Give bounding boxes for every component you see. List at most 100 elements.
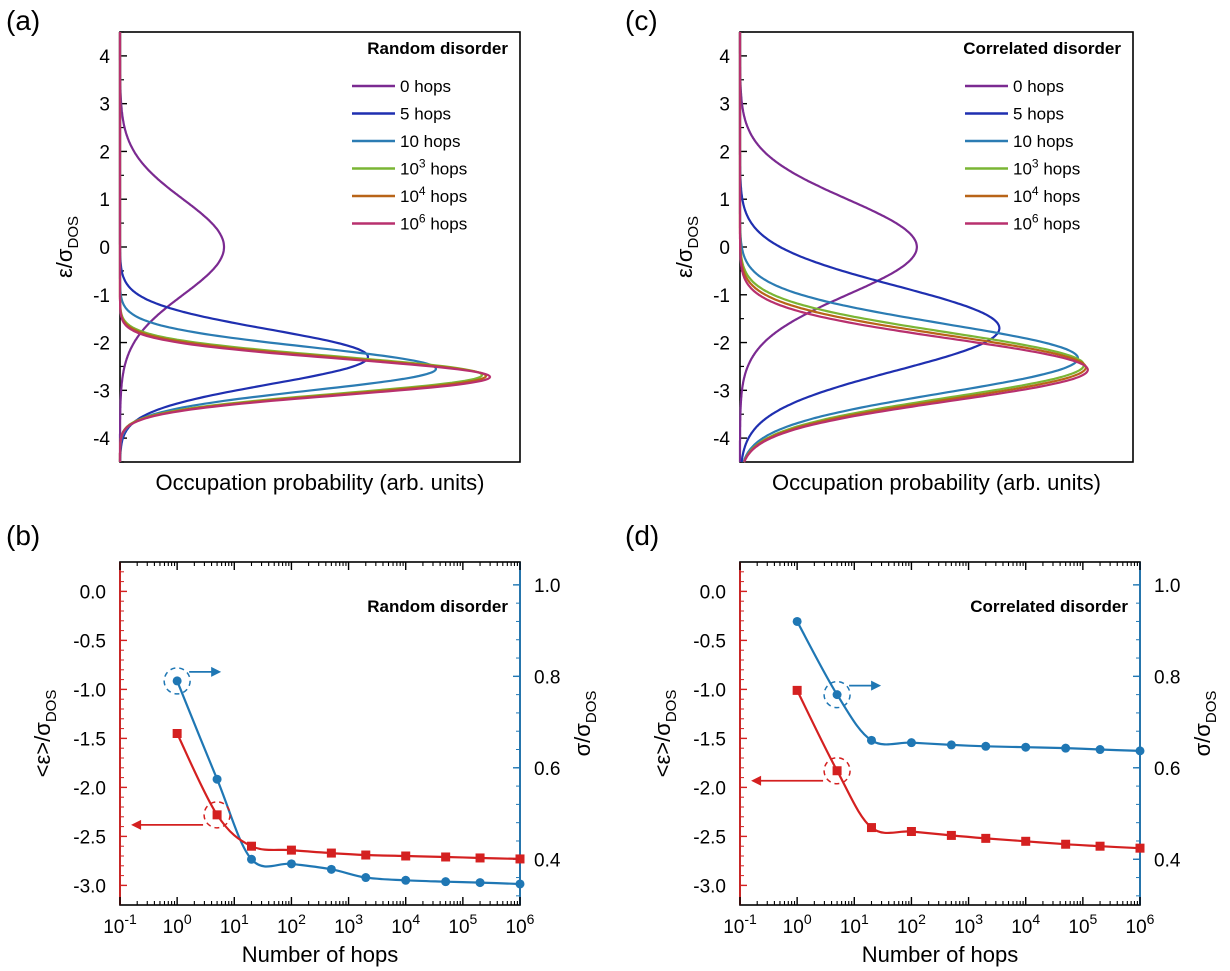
sigma-point — [441, 877, 451, 887]
series-line-0hops — [738, 32, 919, 462]
y-tick-label: -3 — [713, 381, 730, 402]
panel-annotation: Correlated disorder — [970, 597, 1128, 616]
mean-axis-indicator-circle — [203, 801, 231, 829]
panel-letter-a: (a) — [6, 5, 40, 36]
x-axis-title: Occupation probability (arb. units) — [156, 470, 485, 495]
right-tick-label: 0.8 — [534, 667, 560, 688]
mean-energy-point — [1021, 836, 1031, 846]
sigma-axis-indicator-circle — [823, 680, 851, 709]
right-tick-label: 0.4 — [534, 850, 561, 871]
x-tick-label: 104 — [1011, 911, 1040, 938]
sigma-point — [946, 740, 956, 750]
right-axis-title: σ/σDOS — [1190, 691, 1220, 757]
y-tick-label: 3 — [719, 95, 730, 116]
sigma-point — [1021, 742, 1031, 752]
y-tick-label: -2 — [713, 334, 730, 355]
panel-letter-c: (c) — [625, 5, 658, 36]
plot-area-c: 4 3 2 1 0 -1 -2 -3 -4 ε/σDOS Occupation probabilit… — [672, 31, 1121, 495]
sigma-point — [172, 676, 182, 686]
sigma-point — [1061, 743, 1071, 753]
panel-a: (a) 4 3 2 1 0 -1 -2 -3 -4 ε/σDOS Occupation probab… — [6, 5, 521, 495]
sigma-axis-arrowhead — [871, 680, 882, 691]
legend-label: 106 hops — [400, 212, 467, 234]
x-tick-label: 10-1 — [103, 911, 137, 938]
left-axis-title: <ε>/σDOS — [650, 690, 680, 778]
x-axis-title: Occupation probability (arb. units) — [772, 470, 1101, 495]
x-tick-label: 10-1 — [723, 911, 757, 938]
panel-c: (c) 4 3 2 1 0 -1 -2 -3 -4 ε/σDOS Occupation probab… — [625, 5, 1134, 495]
right-tick-label: 1.0 — [534, 576, 560, 597]
legend-label: 103 hops — [1013, 157, 1080, 179]
panel-annotation: Random disorder — [367, 597, 508, 616]
left-tick-label: -1.0 — [693, 680, 726, 701]
y-tick-label: 0 — [719, 238, 730, 259]
x-tick-label: 104 — [391, 911, 420, 938]
sigma-point — [246, 854, 256, 864]
series-line-106hops — [738, 32, 1089, 463]
legend-title: Random disorder — [367, 39, 508, 58]
x-tick-label: 106 — [1126, 911, 1155, 938]
legend-title: Correlated disorder — [963, 39, 1121, 58]
panel-b: (b) 10-1 100 101 102 103 104 105 106 Number of h… — [6, 520, 600, 967]
left-tick-label: -2.0 — [73, 778, 106, 799]
left-tick-label: -1.5 — [73, 729, 106, 750]
x-axis-title: Number of hops — [242, 942, 399, 967]
mean-energy-point — [981, 833, 991, 843]
sigma-line — [176, 680, 521, 886]
mean-energy-point — [246, 841, 256, 851]
legend-label: 5 hops — [400, 105, 451, 124]
mean-energy-point — [1095, 841, 1105, 851]
legend-label: 10 hops — [400, 132, 461, 151]
mean-axis-arrowhead — [751, 775, 762, 786]
right-tick-label: 0.6 — [534, 759, 560, 780]
sigma-line — [796, 620, 1141, 752]
y-tick-label: -1 — [713, 286, 730, 307]
sigma-point — [475, 878, 485, 888]
left-tick-label: -2.5 — [73, 827, 106, 848]
mean-energy-point — [326, 848, 336, 858]
series-line-10hops — [738, 32, 1080, 463]
left-tick-label: 0.0 — [80, 582, 106, 603]
x-tick-label: 100 — [783, 911, 812, 938]
mean-energy-line — [796, 689, 1141, 850]
y-axis-title: ε/σDOS — [52, 216, 82, 278]
y-tick-label: 2 — [719, 142, 730, 163]
left-tick-label: -0.5 — [73, 631, 106, 652]
sigma-point — [515, 879, 525, 889]
plot-area-d: 10-1 100 101 102 103 104 105 106 Number of hops 0… — [650, 562, 1220, 967]
x-tick-label: 102 — [897, 911, 926, 938]
left-tick-label: -3.0 — [73, 876, 106, 897]
left-tick-label: -2.5 — [693, 827, 726, 848]
y-tick-label: -3 — [93, 381, 110, 402]
y-axis-title: ε/σDOS — [672, 216, 702, 278]
legend-label: 0 hops — [1013, 77, 1064, 96]
mean-energy-line — [176, 733, 521, 860]
y-tick-label: -2 — [93, 334, 110, 355]
series-line-10hops — [118, 32, 437, 462]
series-line-106hops — [118, 32, 492, 462]
mean-energy-point — [906, 827, 916, 836]
right-tick-label: 0.8 — [1154, 667, 1180, 688]
sigma-axis-arrowhead — [211, 666, 222, 677]
mean-energy-point — [172, 729, 182, 738]
x-tick-label: 105 — [1068, 911, 1097, 938]
y-tick-label: -4 — [93, 429, 110, 450]
right-tick-label: 1.0 — [1154, 576, 1180, 597]
left-tick-label: -0.5 — [693, 631, 726, 652]
right-tick-label: 0.6 — [1154, 759, 1180, 780]
mean-energy-point — [212, 810, 222, 820]
x-tick-label: 103 — [334, 911, 363, 938]
mean-energy-point — [441, 852, 451, 862]
left-tick-label: -1.5 — [693, 729, 726, 750]
y-tick-label: 4 — [99, 47, 110, 68]
series-line-0hops — [118, 32, 226, 462]
plot-area-a: 4 3 2 1 0 -1 -2 -3 -4 ε/σDOS Occupation probabilit… — [52, 31, 508, 495]
left-tick-label: -1.0 — [73, 680, 106, 701]
legend-label: 0 hops — [400, 77, 451, 96]
legend-label: 103 hops — [400, 157, 467, 179]
legend-label: 5 hops — [1013, 105, 1064, 124]
mean-energy-point — [475, 853, 485, 863]
sigma-point — [212, 774, 222, 784]
sigma-point — [1095, 745, 1105, 755]
